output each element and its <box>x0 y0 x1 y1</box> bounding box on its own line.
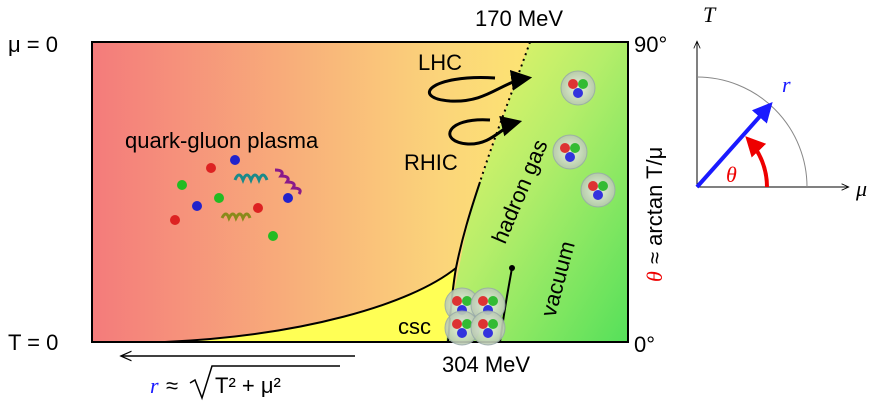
r-relation: ≈ <box>166 373 178 398</box>
top-energy: 170 MeV <box>475 6 563 31</box>
qgp-label: quark-gluon plasma <box>125 128 319 153</box>
diagram: LHC RHIC quark-gluon plasma hadron gas v… <box>0 0 876 404</box>
angle-bottom: 0° <box>634 332 655 357</box>
r-symbol: r <box>150 373 159 398</box>
mu-zero: μ = 0 <box>8 32 58 57</box>
inset-r: r <box>782 72 791 97</box>
rhic-label: RHIC <box>404 150 458 175</box>
inset-t: T <box>703 2 717 27</box>
endpoint <box>509 265 515 271</box>
inset-theta: θ <box>726 162 737 187</box>
r-radicand: T² + μ² <box>215 373 281 398</box>
csc-label: csc <box>398 314 431 339</box>
t-zero: T = 0 <box>8 330 58 355</box>
theta-text: ≈ arctan T/μ <box>642 147 667 264</box>
bottom-energy: 304 MeV <box>442 352 530 377</box>
inset <box>697 42 848 187</box>
theta-symbol: θ <box>642 271 667 282</box>
inset-mu: μ <box>855 176 867 201</box>
lhc-label: LHC <box>418 50 462 75</box>
angle-top: 90° <box>634 32 667 57</box>
